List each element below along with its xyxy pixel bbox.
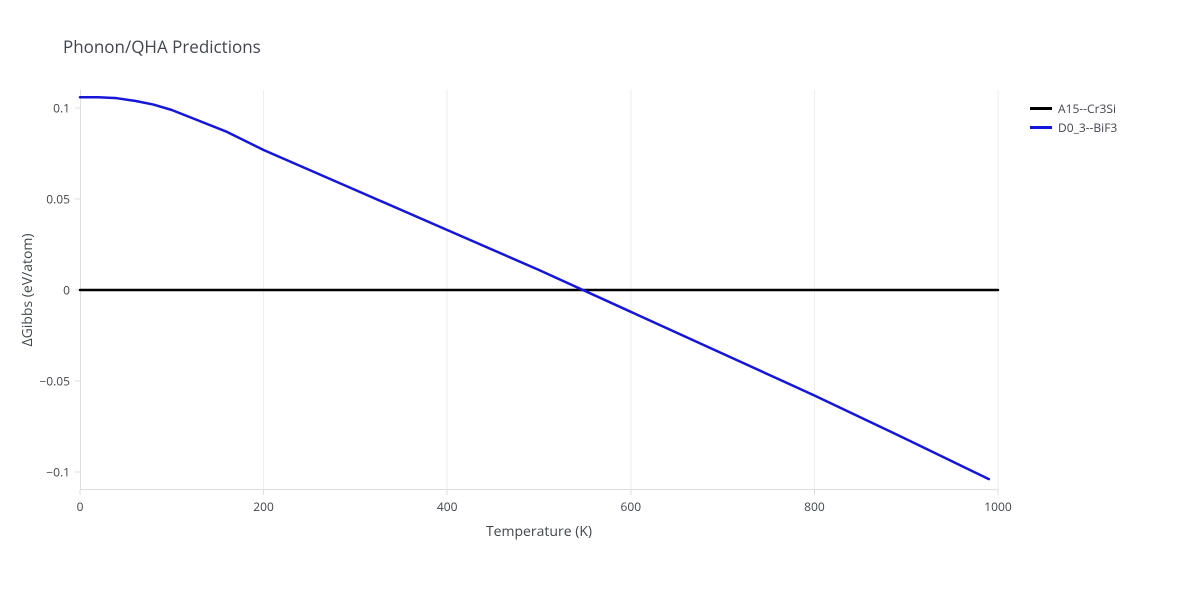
legend-swatch	[1030, 126, 1052, 129]
legend-swatch	[1030, 107, 1052, 110]
x-tick-label: 0	[77, 498, 84, 515]
y-axis-label: ΔGibbs (eV/atom)	[18, 233, 37, 346]
legend-label: A15--Cr3Si	[1058, 100, 1116, 117]
y-tick-label: −0.1	[46, 463, 70, 480]
y-tick-label: 0.1	[53, 100, 70, 117]
y-tick-label: 0	[63, 282, 70, 299]
chart-title: Phonon/QHA Predictions	[63, 35, 261, 58]
x-tick-label: 200	[253, 498, 274, 515]
plot-area	[80, 90, 998, 490]
x-tick-label: 600	[621, 498, 642, 515]
x-axis-label: Temperature (K)	[486, 522, 592, 541]
legend-label: D0_3--BiF3	[1058, 119, 1117, 136]
x-tick-label: 800	[804, 498, 825, 515]
x-tick-label: 1000	[984, 498, 1011, 515]
y-tick-label: −0.05	[39, 372, 70, 389]
x-tick-label: 400	[437, 498, 458, 515]
legend-item[interactable]: A15--Cr3Si	[1030, 100, 1116, 117]
chart-container: Phonon/QHA Predictions ΔGibbs (eV/atom) …	[0, 0, 1200, 600]
series-line	[80, 97, 989, 479]
y-tick-label: 0.05	[46, 191, 70, 208]
legend-item[interactable]: D0_3--BiF3	[1030, 119, 1117, 136]
